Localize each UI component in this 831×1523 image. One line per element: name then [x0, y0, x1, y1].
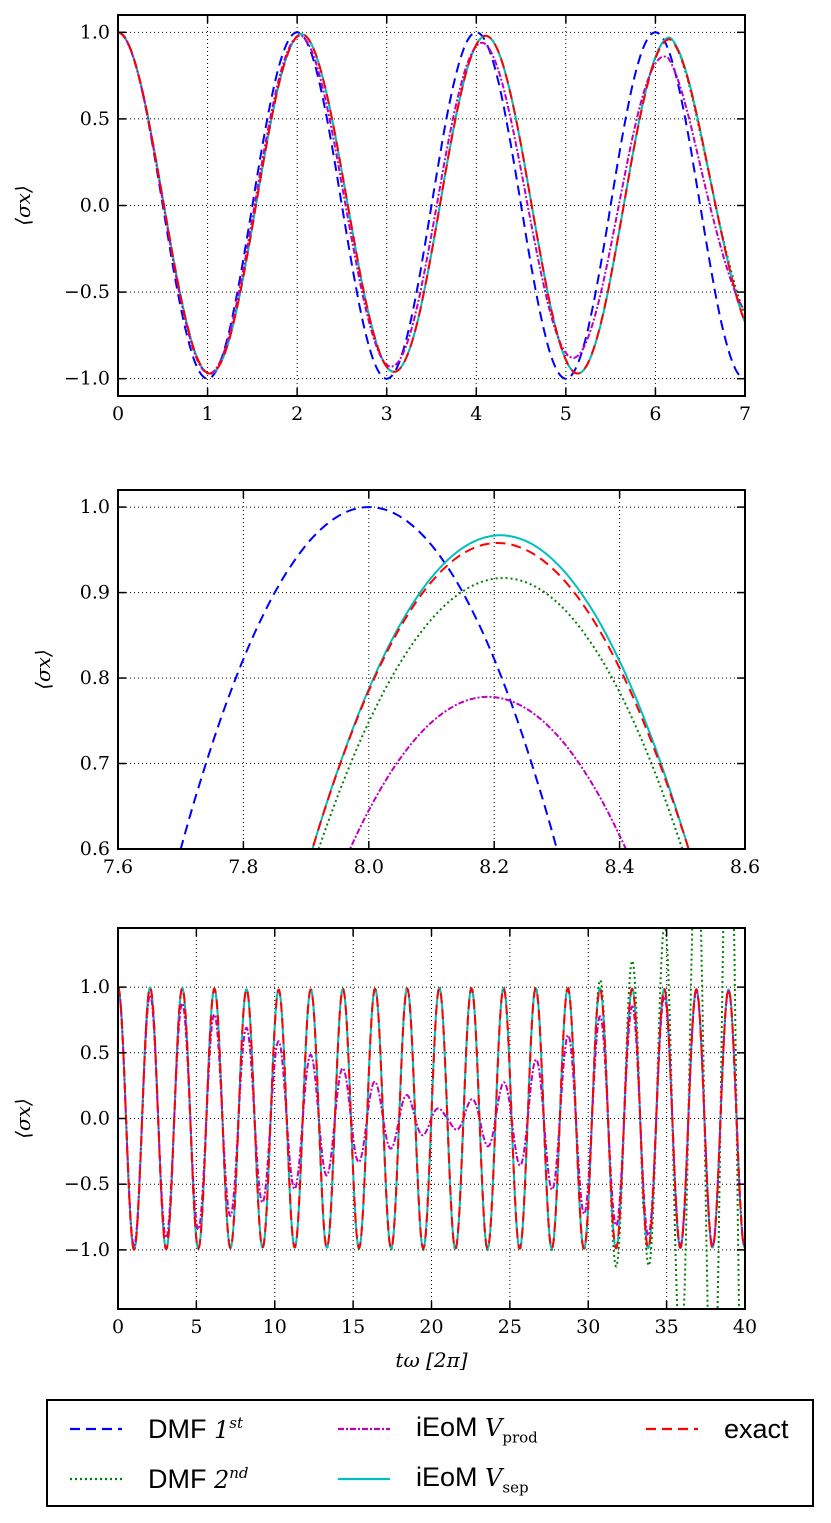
legend-item-vsep: iEoM Vsep	[338, 1459, 529, 1499]
x-tick-label: 30	[576, 1316, 600, 1338]
legend-label-exact: exact	[724, 1413, 789, 1444]
y-tick-label: 0.5	[80, 1042, 110, 1064]
chart-bottom: 0 5 10 15 20 25 30 35 40 −1.0 −0.5 0.0 0.5 1.0 ⟨σx⟩ tω …	[11, 927, 757, 1372]
y-tick-label: 1.0	[80, 496, 110, 518]
x-tick-label: 6	[649, 403, 661, 425]
y-axis-label: ⟨σx⟩	[31, 649, 55, 690]
y-tick-label: 1.0	[80, 21, 110, 43]
series-group	[118, 31, 745, 380]
legend-label-vsep: iEoM Vsep	[416, 1461, 529, 1497]
x-tick-label: 0	[112, 1316, 124, 1338]
series-group	[179, 506, 690, 849]
x-tick-label: 35	[655, 1316, 679, 1338]
series-line-ieom-vsep	[311, 534, 690, 849]
legend-label-vprod: iEoM Vprod	[416, 1411, 538, 1447]
y-tick-label: 0.6	[80, 838, 110, 860]
series-group	[118, 928, 745, 1309]
series-line-dmf-1st	[118, 31, 745, 380]
legend-swatch-dmf1	[70, 1427, 122, 1431]
x-tick-label: 0	[112, 403, 124, 425]
y-tick-label: −0.5	[64, 1173, 110, 1195]
series-line-exact	[311, 542, 690, 849]
series-line-exact	[118, 31, 745, 375]
x-tick-label: 7	[739, 403, 751, 425]
x-tick-label: 10	[263, 1316, 287, 1338]
y-tick-label: 1.0	[80, 976, 110, 998]
x-tick-label: 5	[190, 1316, 202, 1338]
y-tick-label: 0.0	[80, 1108, 110, 1130]
x-axis-label: tω [2π]	[395, 1348, 467, 1372]
series-line-ieom-vprod	[118, 31, 745, 375]
x-tick-label: 7.8	[228, 856, 258, 878]
legend-swatch-dmf2	[70, 1477, 122, 1481]
x-tick-label: 3	[381, 403, 393, 425]
legend-label-dmf1: DMF 1st	[148, 1413, 243, 1444]
series-line-ieom-vprod	[348, 695, 627, 849]
y-tick-label: 0.7	[80, 753, 110, 775]
series-line-dmf-2nd	[118, 31, 745, 375]
legend-swatch-vprod	[338, 1427, 390, 1431]
legend-swatch-exact	[646, 1427, 698, 1431]
legend-item-dmf2: DMF 2nd	[70, 1459, 249, 1499]
y-axis-label: ⟨σx⟩	[11, 1098, 35, 1139]
y-tick-label: 0.5	[80, 108, 110, 130]
legend-label-dmf2: DMF 2nd	[148, 1463, 249, 1494]
plot-frame	[117, 489, 746, 850]
legend: DMF 1st DMF 2nd iEoM Vprod iEoM Vsep exa…	[46, 1399, 814, 1507]
x-tick-label: 20	[419, 1316, 443, 1338]
legend-item-exact: exact	[646, 1409, 789, 1449]
legend-item-vprod: iEoM Vprod	[338, 1409, 538, 1449]
x-tick-label: 40	[733, 1316, 757, 1338]
legend-swatch-vsep	[338, 1477, 390, 1481]
y-axis-label: ⟨σx⟩	[11, 185, 35, 226]
x-tick-label: 5	[560, 403, 572, 425]
y-tick-label: 0.8	[80, 667, 110, 689]
x-tick-label: 4	[470, 403, 482, 425]
series-line-exact	[118, 986, 745, 1251]
x-tick-label: 7.6	[103, 856, 133, 878]
legend-item-dmf1: DMF 1st	[70, 1409, 243, 1449]
x-tick-label: 25	[498, 1316, 522, 1338]
y-tick-label: 0.0	[80, 195, 110, 217]
x-tick-label: 2	[291, 403, 303, 425]
x-tick-label: 8.2	[479, 856, 509, 878]
x-tick-label: 8.4	[604, 856, 634, 878]
chart-middle: 7.6 7.8 8.0 8.2 8.4 8.6 0.6 0.7 0.8 0.9 1.0 ⟨σx⟩	[31, 489, 760, 878]
series-line-ieom-vsep	[118, 31, 745, 375]
y-tick-label: −1.0	[64, 368, 110, 390]
chart-top: 0 1 2 3 4 5 6 7 −1.0 −0.5 0.0 0.5 1.0 ⟨σx⟩	[11, 14, 751, 425]
series-line-dmf-1st	[179, 506, 558, 849]
x-tick-label: 15	[341, 1316, 365, 1338]
y-tick-label: 0.9	[80, 582, 110, 604]
y-tick-label: −0.5	[64, 281, 110, 303]
series-line-dmf-2nd	[317, 576, 684, 849]
x-tick-label: 1	[202, 403, 214, 425]
x-tick-label: 8.6	[730, 856, 760, 878]
y-tick-label: −1.0	[64, 1239, 110, 1261]
x-tick-label: 8.0	[354, 856, 384, 878]
